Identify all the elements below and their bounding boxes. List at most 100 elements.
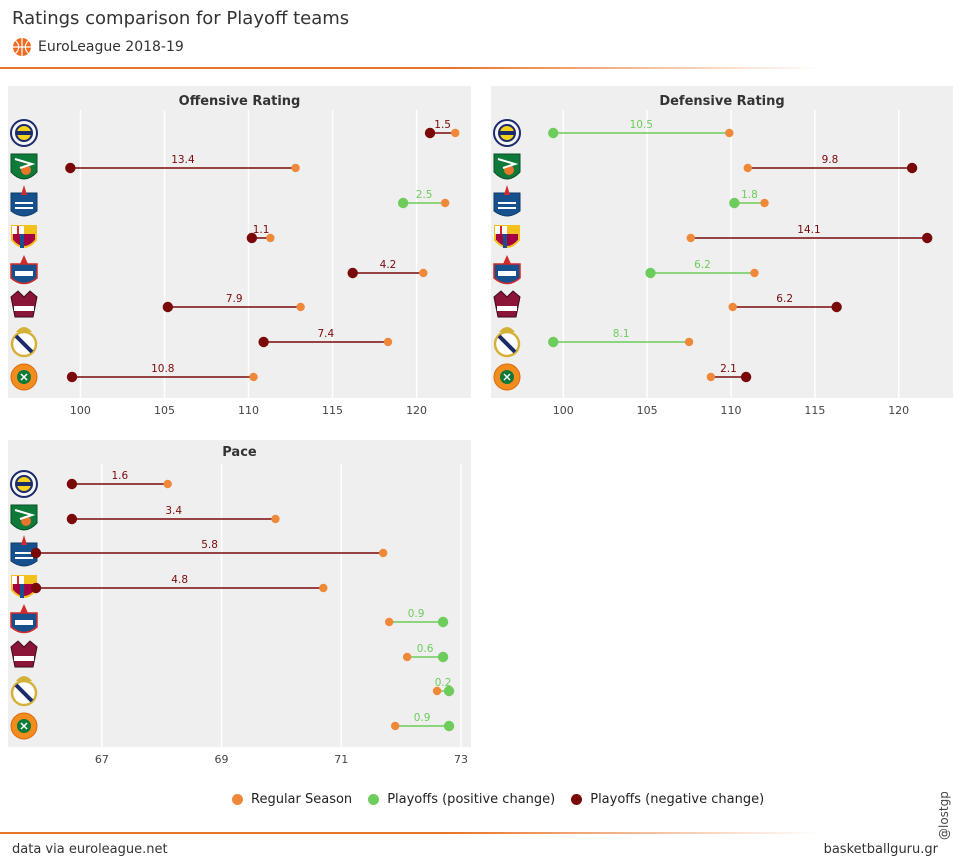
playoffs-point: [65, 162, 76, 174]
playoffs-point: [66, 513, 78, 525]
zalgiris-logo-icon: [493, 153, 521, 180]
chart-panel: 100 105 110 115 120 Offensive Rating 1.5 13.4 2.…: [8, 86, 471, 417]
change-label: 3.4: [165, 505, 182, 517]
x-tick-label: 110: [721, 404, 742, 417]
regular-season-point: [728, 302, 737, 312]
regular-season-point: [291, 163, 300, 173]
playoffs-point: [645, 267, 656, 279]
playoffs-point: [437, 616, 449, 628]
change-label: 6.2: [776, 293, 793, 305]
change-label: 0.9: [408, 608, 425, 620]
chart-panel: 67 69 71 73 Pace 1.6 3.4 5.8 4.8 0.9 0.6 0.2 0.9: [8, 440, 471, 766]
x-tick-label: 110: [238, 404, 259, 417]
credit-label: @lostgps: [937, 792, 951, 840]
regular-season-point: [402, 652, 412, 662]
legend-dot-positive: [368, 794, 380, 805]
playoffs-point: [443, 685, 455, 697]
legend-dot-negative: [571, 794, 583, 805]
x-tick-label: 115: [804, 404, 825, 417]
change-label: 4.8: [171, 574, 188, 586]
real-madrid-logo-icon: [10, 327, 38, 358]
cska-logo-icon: [10, 255, 38, 285]
barcelona-logo-icon: [494, 225, 520, 248]
regular-season-point: [725, 128, 734, 138]
regular-season-point: [760, 198, 769, 208]
change-label: 8.1: [613, 328, 630, 340]
euroleague-ball-icon: [13, 38, 31, 56]
legend-label-regular: Regular Season: [251, 792, 353, 807]
change-label: 7.4: [317, 328, 334, 340]
change-label: 6.2: [694, 259, 711, 271]
page-subtitle: EuroLeague 2018-19: [38, 39, 184, 55]
cska-logo-icon: [493, 255, 521, 285]
playoffs-point: [922, 232, 933, 244]
legend-label-negative: Playoffs (negative change): [590, 792, 765, 807]
panel-title: Pace: [222, 445, 257, 460]
regular-season-point: [390, 721, 400, 731]
fenerbahce-logo-icon: [493, 119, 521, 147]
anadolu-efes-logo-icon: [10, 535, 38, 567]
real-madrid-logo-icon: [10, 676, 38, 707]
x-tick-label: 69: [215, 753, 229, 766]
page-title: Ratings comparison for Playoff teams: [12, 8, 350, 29]
regular-season-point: [451, 128, 460, 138]
legend: Regular Season Playoffs (positive change…: [232, 792, 780, 807]
regular-season-point: [266, 233, 275, 243]
change-label: 4.2: [380, 259, 397, 271]
playoffs-point: [162, 301, 174, 313]
zalgiris-logo-icon: [10, 153, 38, 180]
fenerbahce-logo-icon: [10, 470, 38, 498]
regular-season-point: [163, 479, 172, 489]
change-label: 14.1: [797, 224, 820, 236]
regular-season-point: [743, 163, 752, 173]
credit-vertical: @lostgps: [937, 792, 951, 840]
footer-site: basketballguru.gr: [823, 842, 938, 857]
panel-background: [8, 86, 471, 398]
change-label: 1.1: [253, 224, 270, 236]
x-tick-label: 120: [888, 404, 909, 417]
playoffs-point: [66, 371, 78, 383]
legend-item-negative: Playoffs (negative change): [571, 792, 764, 807]
chart-panel: 100 105 110 115 120 Defensive Rating 10.5 9.8 1.…: [491, 86, 953, 417]
x-tick-label: 115: [322, 404, 343, 417]
fenerbahce-logo-icon: [10, 119, 38, 147]
panel-title: Offensive Rating: [179, 94, 301, 109]
panel-background: [8, 440, 471, 747]
cska-logo-icon: [10, 604, 38, 634]
change-label: 2.1: [720, 363, 737, 375]
footer-source: data via euroleague.net: [12, 842, 168, 857]
change-label: 0.6: [417, 643, 434, 655]
x-tick-label: 67: [95, 753, 109, 766]
baskonia-logo-icon: [10, 290, 38, 318]
change-label: 1.8: [741, 189, 758, 201]
panathinaikos-logo-icon: [10, 363, 38, 391]
change-label: 9.8: [822, 154, 839, 166]
regular-season-point: [271, 514, 280, 524]
change-label: 0.2: [435, 677, 452, 689]
baskonia-logo-icon: [493, 290, 521, 318]
x-tick-label: 73: [454, 753, 468, 766]
x-tick-label: 105: [637, 404, 658, 417]
panathinaikos-logo-icon: [493, 363, 521, 391]
legend-item-regular: Regular Season: [232, 792, 352, 807]
panel-background: [491, 86, 953, 398]
x-tick-label: 100: [70, 404, 91, 417]
footer-divider: [0, 832, 820, 834]
baskonia-logo-icon: [10, 640, 38, 668]
barcelona-logo-icon: [11, 225, 37, 248]
change-label: 7.9: [226, 293, 243, 305]
playoffs-point: [258, 336, 269, 348]
change-label: 2.5: [416, 189, 433, 201]
change-label: 10.5: [630, 119, 653, 131]
regular-season-point: [319, 583, 328, 593]
regular-season-point: [384, 617, 394, 627]
anadolu-efes-logo-icon: [493, 185, 521, 217]
panel-title: Defensive Rating: [659, 94, 784, 109]
playoffs-point: [424, 127, 436, 139]
playoffs-point: [443, 720, 455, 732]
x-tick-label: 71: [334, 753, 348, 766]
playoffs-point: [397, 197, 409, 209]
legend-item-positive: Playoffs (positive change): [368, 792, 555, 807]
header-divider: [0, 67, 820, 69]
regular-season-point: [686, 233, 695, 243]
